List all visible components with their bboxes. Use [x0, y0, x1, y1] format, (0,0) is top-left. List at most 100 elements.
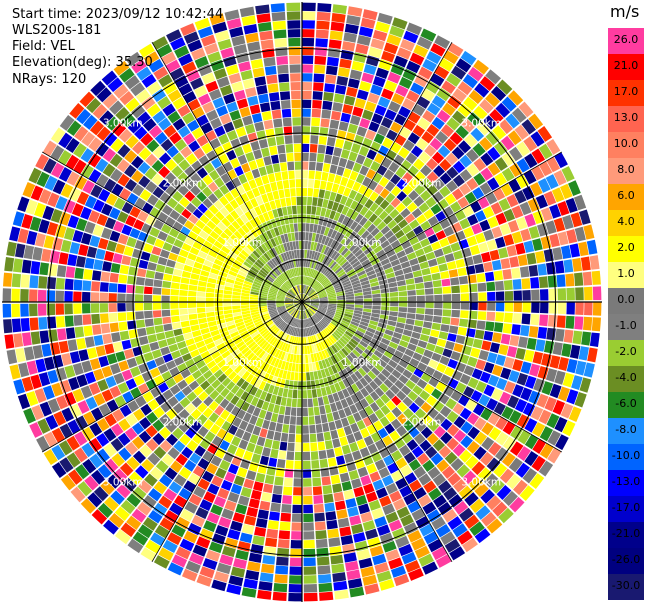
ppi-cell: [335, 500, 346, 511]
ppi-cell: [371, 507, 384, 520]
ppi-cell: [64, 303, 73, 315]
ppi-cell: [354, 458, 366, 469]
ppi-cell: [305, 310, 309, 318]
ppi-cell: [455, 362, 467, 373]
ppi-cell: [181, 326, 192, 334]
ppi-cell: [380, 354, 391, 364]
ppi-cell: [152, 302, 162, 310]
ppi-cell: [398, 359, 409, 369]
ppi-cell: [331, 344, 338, 354]
ppi-cell: [51, 444, 66, 461]
ppi-cell: [285, 304, 294, 308]
ppi-cell: [354, 302, 364, 305]
ppi-cell: [302, 302, 309, 308]
ppi-cell: [305, 363, 310, 372]
ppi-cell: [345, 498, 357, 509]
ppi-cell: [591, 317, 601, 332]
ppi-cell: [442, 348, 453, 358]
ppi-cell: [132, 184, 145, 197]
ppi-cell: [225, 317, 234, 323]
ppi-cell: [220, 47, 235, 59]
ppi-cell: [524, 375, 537, 389]
ppi-cell: [396, 506, 410, 519]
ppi-cell: [288, 307, 296, 313]
ppi-cell: [431, 516, 446, 530]
ppi-cell: [318, 351, 324, 361]
ppi-cell: [277, 292, 286, 297]
ppi-cell: [284, 406, 291, 416]
ppi-cell: [303, 539, 315, 549]
ppi-cell: [143, 352, 154, 362]
ppi-cell: [239, 6, 255, 18]
ppi-cell: [245, 258, 254, 266]
ppi-cell: [270, 312, 279, 318]
ppi-cell: [173, 495, 188, 508]
ppi-cell: [124, 75, 140, 90]
ppi-cell: [143, 286, 153, 295]
ppi-cell: [195, 340, 206, 349]
ppi-cell: [196, 114, 209, 127]
ppi-cell: [361, 337, 371, 345]
ppi-cell: [288, 291, 296, 297]
ppi-cell: [289, 241, 294, 251]
ppi-cell: [279, 91, 291, 101]
ppi-cell: [249, 306, 259, 311]
ppi-cell: [292, 214, 298, 224]
ppi-cell: [78, 349, 89, 362]
ppi-cell: [117, 382, 130, 394]
ppi-cell: [246, 442, 256, 453]
ppi-cell: [315, 313, 323, 320]
ppi-cell: [290, 188, 296, 197]
ppi-cell: [292, 117, 301, 126]
ppi-cell: [211, 475, 224, 487]
ppi-cell: [399, 444, 411, 457]
ppi-cell: [217, 38, 232, 51]
ppi-cell: [259, 455, 269, 466]
ppi-cell: [377, 359, 388, 368]
ppi-cell: [318, 306, 327, 310]
ppi-cell: [328, 304, 337, 308]
ppi-cell: [171, 178, 183, 190]
ppi-cell: [250, 489, 262, 500]
ppi-cell: [192, 354, 203, 364]
ppi-cell: [275, 377, 282, 387]
ppi-cell: [435, 524, 451, 538]
ppi-cell: [145, 438, 159, 452]
ppi-cell: [324, 404, 332, 414]
ppi-cell: [256, 337, 265, 346]
ppi-cell: [440, 418, 453, 431]
ppi-cell: [196, 414, 208, 425]
ppi-cell: [73, 314, 83, 326]
ppi-cell: [241, 15, 257, 26]
ppi-cell: [257, 245, 266, 254]
ppi-cell: [244, 123, 256, 135]
ppi-cell: [358, 408, 368, 420]
ppi-cell: [118, 128, 133, 143]
ppi-cell: [55, 290, 65, 302]
ppi-cell: [303, 310, 307, 319]
ppi-cell: [247, 95, 259, 106]
ppi-cell: [294, 372, 299, 381]
ppi-cell: [329, 334, 338, 343]
ppi-cell: [368, 323, 377, 330]
ppi-cell: [247, 341, 257, 349]
ppi-cell: [110, 262, 121, 274]
ppi-cell: [520, 325, 530, 337]
ppi-cell: [189, 552, 204, 566]
ppi-cell: [52, 237, 63, 251]
ppi-cell: [528, 325, 539, 338]
ppi-cell: [145, 181, 158, 194]
ppi-cell: [394, 350, 404, 359]
ppi-cell: [188, 472, 201, 485]
ppi-cell: [238, 343, 248, 352]
ppi-cell: [337, 427, 346, 438]
ppi-cell: [343, 425, 353, 436]
ppi-cell: [296, 295, 302, 302]
ppi-cell: [272, 485, 283, 495]
ppi-cell: [224, 338, 234, 346]
ppi-cell: [145, 539, 161, 554]
ppi-cell: [402, 420, 414, 432]
ppi-cell: [38, 219, 50, 234]
ppi-cell: [278, 369, 284, 379]
